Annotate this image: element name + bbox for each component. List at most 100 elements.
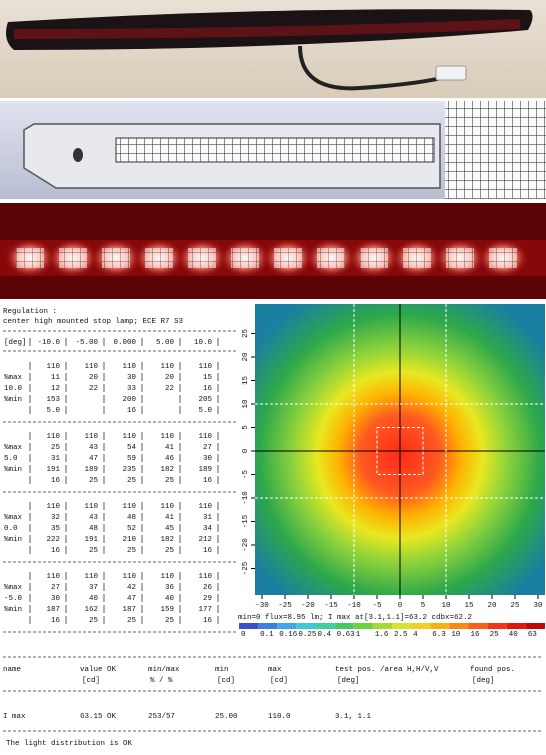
cell: 110 <box>198 363 212 371</box>
x-tick-label: -25 <box>278 602 292 610</box>
cell: 110 <box>46 433 60 441</box>
cell: 29 <box>203 595 212 603</box>
cell: 32 <box>51 514 60 522</box>
cell: 33 <box>127 385 137 393</box>
cell: 45 <box>165 525 175 533</box>
map-caption: min=0 flux=8.95 lm; I max at[3.1,1.1]=63… <box>238 614 472 622</box>
cell: -5.00 <box>75 339 98 347</box>
cell: 16 <box>203 617 213 625</box>
cell: 162 <box>84 606 98 614</box>
cell: 5.00 <box>156 339 175 347</box>
lamp-cell <box>403 248 431 268</box>
y-tick-label: 15 <box>242 376 250 386</box>
cell: 41 <box>165 514 175 522</box>
colorbar-label: 10 <box>451 631 461 639</box>
colorbar-swatch <box>334 623 354 629</box>
colorbar-label: 16 <box>471 631 481 639</box>
colorbar-swatch <box>525 623 545 629</box>
x-tick-label: 20 <box>487 602 497 610</box>
table-cell: I max <box>3 713 26 721</box>
y-tick-label: -5 <box>242 470 250 480</box>
x-tick-label: 0 <box>398 602 403 610</box>
y-tick-label: 5 <box>242 425 250 430</box>
cell: 16 <box>51 477 61 485</box>
cell: 25 <box>127 477 137 485</box>
colorbar-label: 0.63 <box>337 631 356 639</box>
cell: 205 <box>198 396 212 404</box>
cell: 110 <box>122 503 136 511</box>
x-tick-label: -15 <box>324 602 338 610</box>
colorbar-label: 0.1 <box>260 631 274 639</box>
colorbar-swatch <box>353 623 373 629</box>
lamp-cell <box>102 248 130 268</box>
colorbar-label: 0.4 <box>318 631 332 639</box>
cell: 16 <box>127 407 137 415</box>
lamp-cell <box>360 248 388 268</box>
report-subtitle: center high mounted stop lamp; ECE R7 S3 <box>3 318 184 326</box>
row-label: -5.0 <box>4 595 23 603</box>
row-label: %max <box>4 374 23 382</box>
cell: 20 <box>89 374 99 382</box>
cell: 16 <box>203 385 213 393</box>
cell: 31 <box>203 514 213 522</box>
x-tick-label: 10 <box>441 602 451 610</box>
cell: 235 <box>122 466 136 474</box>
row-label: 5.0 <box>4 455 18 463</box>
cell: 10.0 <box>194 339 213 347</box>
table-cell: 3.1, 1.1 <box>335 713 372 721</box>
table-unit: [deg] <box>472 677 495 685</box>
colorbar-label: 0.16 <box>279 631 298 639</box>
cell: 16 <box>51 617 61 625</box>
cell: 34 <box>203 525 213 533</box>
table-unit: % / % <box>150 677 173 685</box>
cell: 5.0 <box>198 407 212 415</box>
cell: 22 <box>165 385 174 393</box>
lamp-cell <box>145 248 173 268</box>
table-unit: [cd] <box>270 677 288 685</box>
cell: 40 <box>89 595 99 603</box>
colorbar-swatch <box>411 623 431 629</box>
colorbar-swatch <box>239 623 259 629</box>
table-header: found pos. <box>470 666 515 674</box>
cell: 27 <box>203 444 212 452</box>
table-cell: 110.0 <box>268 713 291 721</box>
lamp-cell <box>489 248 517 268</box>
y-tick-label: -10 <box>242 491 250 505</box>
colorbar-label: 25 <box>490 631 500 639</box>
colorbar-label: 4 <box>413 631 418 639</box>
cell: 110 <box>84 363 98 371</box>
cell: 110 <box>160 573 174 581</box>
x-tick-label: 25 <box>510 602 520 610</box>
lamp-photo <box>0 0 546 98</box>
colorbar-label: 6.3 <box>432 631 446 639</box>
colorbar-swatch <box>277 623 297 629</box>
cell: 36 <box>165 584 175 592</box>
cell: 5.0 <box>46 407 60 415</box>
cell: 15 <box>203 374 213 382</box>
cell: 16 <box>203 477 213 485</box>
cell: 177 <box>198 606 212 614</box>
cell: -10.0 <box>37 339 60 347</box>
colorbar-label: 0 <box>241 631 246 639</box>
report-title: Regulation : <box>3 308 57 316</box>
cell: 31 <box>51 455 61 463</box>
cell: 42 <box>127 584 136 592</box>
table-cell: 25.00 <box>215 713 238 721</box>
cell: 47 <box>127 595 136 603</box>
x-tick-label: 5 <box>421 602 426 610</box>
cell: 11 <box>51 374 61 382</box>
table-unit: [cd] <box>82 677 100 685</box>
row-label: %max <box>4 514 23 522</box>
y-tick-label: -20 <box>242 538 250 552</box>
lamp-cell <box>446 248 474 268</box>
colorbar-swatch <box>487 623 507 629</box>
colorbar-swatch <box>372 623 392 629</box>
table-header: name <box>3 666 21 674</box>
cell: 110 <box>46 503 60 511</box>
row-label: 10.0 <box>4 385 23 393</box>
cell: 25 <box>127 617 137 625</box>
cell: 37 <box>89 584 98 592</box>
cell: 25 <box>165 617 175 625</box>
cell: 16 <box>203 547 213 555</box>
table-header: value OK <box>80 666 117 674</box>
